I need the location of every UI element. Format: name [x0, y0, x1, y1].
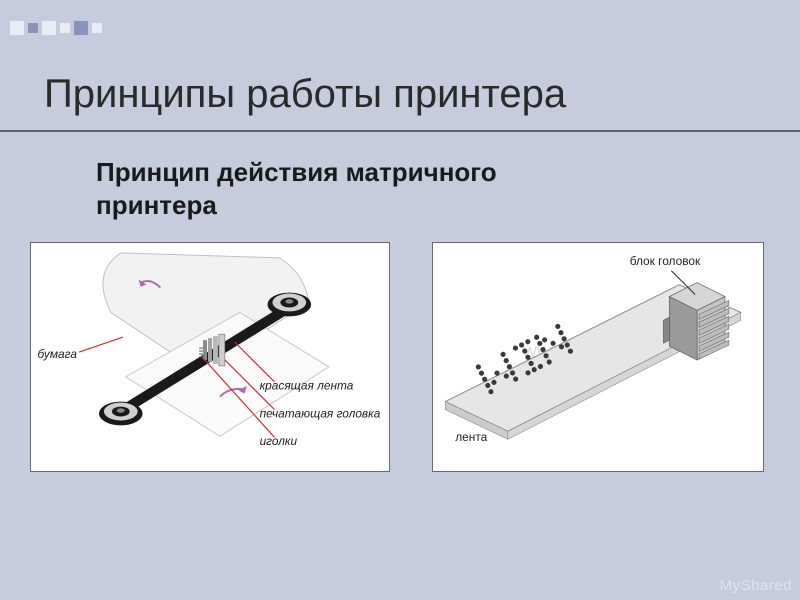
deco-square — [10, 21, 24, 35]
label-line-paper — [79, 337, 123, 352]
decorative-strip — [0, 16, 800, 40]
subtitle-line1: Принцип действия матричного — [96, 157, 497, 187]
deco-square — [92, 23, 102, 33]
footer-watermark: MyShared — [720, 577, 792, 594]
head-block — [663, 283, 728, 360]
figure-left-svg: бумага красящая лента печатающая головка… — [31, 243, 389, 471]
spool-bottom — [99, 402, 143, 426]
figure-left: бумага красящая лента печатающая головка… — [30, 242, 390, 472]
deco-square — [42, 21, 56, 35]
figure-right: www.JI -pc u — [432, 242, 764, 472]
label-head: печатающая головка — [260, 406, 381, 420]
label-paper: бумага — [38, 347, 78, 361]
label-pins: иголки — [260, 434, 298, 448]
deco-square — [28, 23, 38, 33]
title-underline — [0, 130, 800, 132]
page-title: Принципы работы принтера — [44, 72, 566, 117]
subtitle-line2: принтера — [96, 190, 217, 220]
figure-right-svg: www.JI -pc u — [433, 243, 763, 471]
page-subtitle: Принцип действия матричного принтера — [96, 156, 497, 221]
spool-top — [267, 293, 311, 317]
label-tape: лента — [455, 430, 487, 444]
label-ribbon: красящая лента — [260, 379, 354, 393]
deco-square — [74, 21, 88, 35]
label-head-block: блок головок — [630, 254, 701, 268]
deco-square — [60, 23, 70, 33]
